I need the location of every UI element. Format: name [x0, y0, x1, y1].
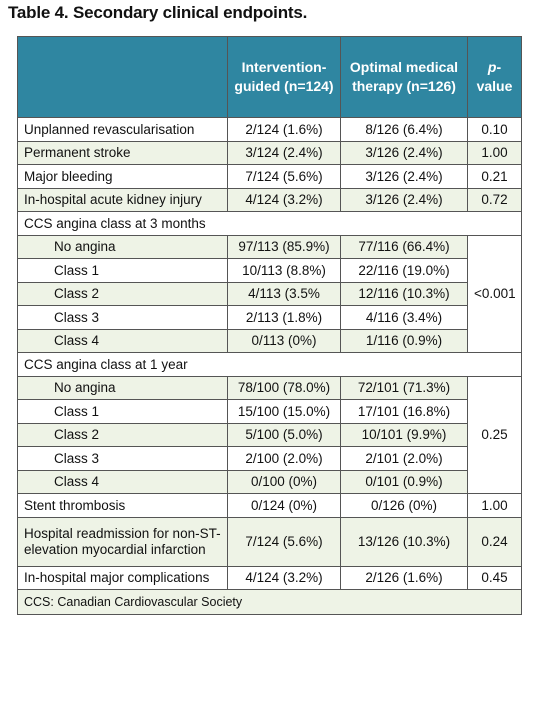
cell-omt: 12/116 (10.3%)	[340, 281, 468, 306]
row-label: Permanent stroke	[17, 140, 228, 165]
cell-pvalue-merged: <0.001	[467, 234, 522, 353]
cell-intervention: 10/113 (8.8%)	[227, 258, 341, 283]
cell-pvalue: 0.21	[467, 164, 522, 189]
cell-intervention: 4/113 (3.5%	[227, 281, 341, 306]
cell-intervention: 2/113 (1.8%)	[227, 305, 341, 330]
section-row-3-months: CCS angina class at 3 months	[17, 211, 522, 236]
cell-intervention: 2/124 (1.6%)	[227, 117, 341, 142]
table-row: Class 1 15/100 (15.0%) 17/101 (16.8%)	[17, 399, 522, 424]
section-row-1-year: CCS angina class at 1 year	[17, 352, 522, 377]
table-row: Unplanned revascularisation 2/124 (1.6%)…	[17, 117, 522, 142]
cell-pvalue: 0.45	[467, 565, 522, 590]
table-row: Class 3 2/100 (2.0%) 2/101 (2.0%)	[17, 446, 522, 471]
header-intervention: Intervention-guided (n=124)	[227, 36, 341, 118]
table-row: Major bleeding 7/124 (5.6%) 3/126 (2.4%)…	[17, 164, 522, 189]
row-label: Class 4	[17, 469, 228, 494]
header-p-italic: p	[487, 59, 497, 75]
row-label: Class 2	[17, 422, 228, 447]
table-row: Class 1 10/113 (8.8%) 22/116 (19.0%)	[17, 258, 522, 283]
table-row: Class 4 0/100 (0%) 0/101 (0.9%)	[17, 469, 522, 494]
cell-intervention: 7/124 (5.6%)	[227, 164, 341, 189]
table-row: Permanent stroke 3/124 (2.4%) 3/126 (2.4…	[17, 140, 522, 165]
table-row: In-hospital acute kidney injury 4/124 (3…	[17, 187, 522, 212]
header-row: Intervention-guided (n=124) Optimal medi…	[17, 36, 522, 118]
header-omt: Optimal medical therapy (n=126)	[340, 36, 468, 118]
cell-omt: 77/116 (66.4%)	[340, 234, 468, 259]
cell-pvalue: 1.00	[467, 493, 522, 518]
cell-omt: 8/126 (6.4%)	[340, 117, 468, 142]
cell-omt: 72/101 (71.3%)	[340, 375, 468, 400]
table-row: Stent thrombosis 0/124 (0%) 0/126 (0%) 1…	[17, 493, 522, 518]
cell-intervention: 15/100 (15.0%)	[227, 399, 341, 424]
cell-omt: 0/101 (0.9%)	[340, 469, 468, 494]
header-pvalue: p-value	[467, 36, 522, 118]
row-label: Unplanned revascularisation	[17, 117, 228, 142]
cell-pvalue: 1.00	[467, 140, 522, 165]
cell-intervention: 0/124 (0%)	[227, 493, 341, 518]
cell-omt: 4/116 (3.4%)	[340, 305, 468, 330]
cell-intervention: 78/100 (78.0%)	[227, 375, 341, 400]
table-row: Hospital readmission for non-ST-elevatio…	[17, 516, 522, 567]
cell-intervention: 2/100 (2.0%)	[227, 446, 341, 471]
table-row: No angina 97/113 (85.9%) 77/116 (66.4%) …	[17, 234, 522, 353]
section-label: CCS angina class at 1 year	[17, 352, 522, 377]
cell-omt: 3/126 (2.4%)	[340, 187, 468, 212]
table-row: Class 2 5/100 (5.0%) 10/101 (9.9%)	[17, 422, 522, 447]
footnote-row: CCS: Canadian Cardiovascular Society	[17, 589, 522, 615]
cell-omt: 1/116 (0.9%)	[340, 328, 468, 353]
cell-intervention: 0/100 (0%)	[227, 469, 341, 494]
cell-intervention: 7/124 (5.6%)	[227, 516, 341, 567]
row-label: Class 3	[17, 305, 228, 330]
cell-intervention: 4/124 (3.2%)	[227, 565, 341, 590]
cell-omt: 2/126 (1.6%)	[340, 565, 468, 590]
cell-omt: 17/101 (16.8%)	[340, 399, 468, 424]
cell-intervention: 3/124 (2.4%)	[227, 140, 341, 165]
row-label: Class 1	[17, 399, 228, 424]
table-title: Table 4. Secondary clinical endpoints.	[8, 3, 308, 22]
header-blank	[17, 36, 228, 118]
cell-omt: 2/101 (2.0%)	[340, 446, 468, 471]
cell-omt: 3/126 (2.4%)	[340, 164, 468, 189]
row-label: Hospital readmission for non-ST-elevatio…	[17, 516, 228, 567]
row-label: No angina	[17, 234, 228, 259]
cell-intervention: 0/113 (0%)	[227, 328, 341, 353]
cell-omt: 10/101 (9.9%)	[340, 422, 468, 447]
cell-omt: 3/126 (2.4%)	[340, 140, 468, 165]
table-row: In-hospital major complications 4/124 (3…	[17, 565, 522, 590]
endpoints-table: Intervention-guided (n=124) Optimal medi…	[17, 36, 522, 615]
cell-intervention: 4/124 (3.2%)	[227, 187, 341, 212]
cell-pvalue: 0.10	[467, 117, 522, 142]
row-label: No angina	[17, 375, 228, 400]
table-row: Class 3 2/113 (1.8%) 4/116 (3.4%)	[17, 305, 522, 330]
cell-pvalue: 0.72	[467, 187, 522, 212]
table-row: Class 4 0/113 (0%) 1/116 (0.9%)	[17, 328, 522, 353]
cell-omt: 22/116 (19.0%)	[340, 258, 468, 283]
row-label: Class 3	[17, 446, 228, 471]
row-label: Stent thrombosis	[17, 493, 228, 518]
cell-omt: 13/126 (10.3%)	[340, 516, 468, 567]
cell-pvalue: 0.24	[467, 516, 522, 567]
footnote: CCS: Canadian Cardiovascular Society	[17, 589, 522, 615]
header-p-rest: -value	[476, 59, 513, 94]
section-label: CCS angina class at 3 months	[17, 211, 522, 236]
cell-intervention: 5/100 (5.0%)	[227, 422, 341, 447]
row-label: Class 4	[17, 328, 228, 353]
table-row: No angina 78/100 (78.0%) 72/101 (71.3%) …	[17, 375, 522, 494]
row-label: Major bleeding	[17, 164, 228, 189]
row-label: In-hospital major complications	[17, 565, 228, 590]
cell-omt: 0/126 (0%)	[340, 493, 468, 518]
row-label: Class 2	[17, 281, 228, 306]
row-label: In-hospital acute kidney injury	[17, 187, 228, 212]
cell-pvalue-merged: 0.25	[467, 375, 522, 494]
row-label: Class 1	[17, 258, 228, 283]
table-row: Class 2 4/113 (3.5% 12/116 (10.3%)	[17, 281, 522, 306]
cell-intervention: 97/113 (85.9%)	[227, 234, 341, 259]
